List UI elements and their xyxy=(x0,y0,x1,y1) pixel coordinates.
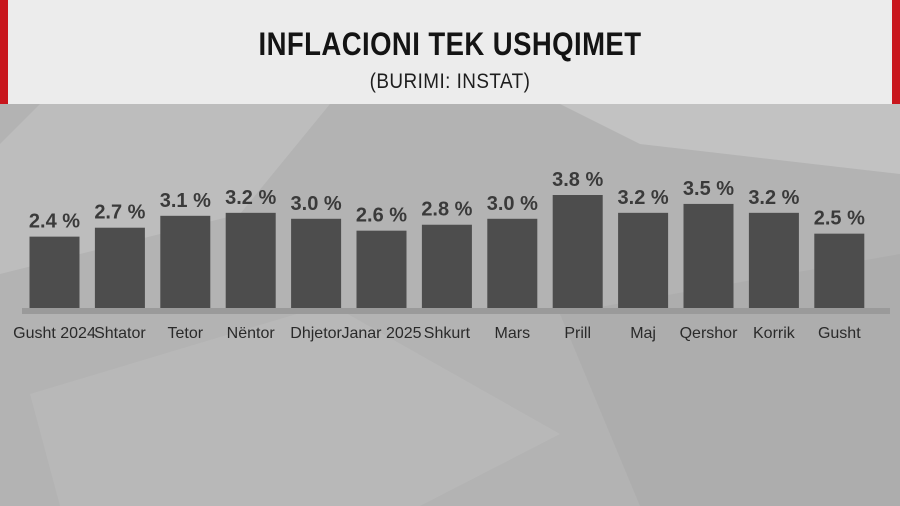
tick-label: Shkurt xyxy=(424,325,471,342)
chart-baseline xyxy=(22,308,890,314)
data-label: 3.2 % xyxy=(618,187,669,209)
data-label: 3.0 % xyxy=(487,193,538,215)
data-label: 3.2 % xyxy=(748,187,799,209)
bg-shape-1 xyxy=(0,104,330,274)
tick-label: Mars xyxy=(495,325,531,342)
data-label: 2.8 % xyxy=(421,199,472,221)
bar xyxy=(421,224,472,308)
tick-label: Qershor xyxy=(680,325,738,342)
data-label: 3.8 % xyxy=(552,169,603,191)
bg-shape-2 xyxy=(560,104,900,174)
bar xyxy=(29,236,80,308)
bar xyxy=(160,215,211,308)
tick-label: Gusht 2024 xyxy=(13,325,96,342)
page-subtitle: (BURIMI: INSTAT) xyxy=(369,70,531,93)
data-label: 2.5 % xyxy=(814,208,865,230)
data-label: 2.6 % xyxy=(356,205,407,227)
bar xyxy=(552,195,603,308)
bg-shape-4 xyxy=(560,254,900,506)
tick-label: Nëntor xyxy=(227,325,276,342)
tick-label: Tetor xyxy=(168,325,204,342)
bar xyxy=(683,203,734,308)
page-title: INFLACIONI TEK USHQIMET xyxy=(258,26,642,62)
data-label: 3.1 % xyxy=(160,190,211,212)
bar-chart: 2.4 % Gusht 2024 2.7 % Shtator 3.1 % Tetor 3.2… xyxy=(13,169,890,342)
accent-stripe-left xyxy=(0,0,8,104)
accent-stripe-right xyxy=(892,0,900,104)
data-label: 3.0 % xyxy=(291,193,342,215)
data-label: 2.7 % xyxy=(94,202,145,224)
bar xyxy=(291,218,342,308)
bar xyxy=(618,212,669,308)
bar xyxy=(356,230,407,308)
tick-label: Korrik xyxy=(753,325,796,342)
bar xyxy=(487,218,538,308)
data-label: 3.2 % xyxy=(225,187,276,209)
tick-label: Maj xyxy=(630,325,656,342)
bar xyxy=(814,233,865,308)
tick-label: Gusht xyxy=(818,325,861,342)
header-panel: INFLACIONI TEK USHQIMET (BURIMI: INSTAT) xyxy=(0,0,900,104)
tick-label: Janar 2025 xyxy=(341,325,421,342)
tick-label: Shtator xyxy=(94,325,146,342)
data-label: 3.5 % xyxy=(683,178,734,200)
bar xyxy=(748,212,799,308)
tick-label: Dhjetor xyxy=(290,325,342,342)
data-label: 2.4 % xyxy=(29,211,80,233)
bar xyxy=(94,227,145,308)
tick-label: Prill xyxy=(564,325,591,342)
background-decoration xyxy=(0,104,900,506)
bar xyxy=(225,212,276,308)
bg-shape-3 xyxy=(30,304,560,506)
